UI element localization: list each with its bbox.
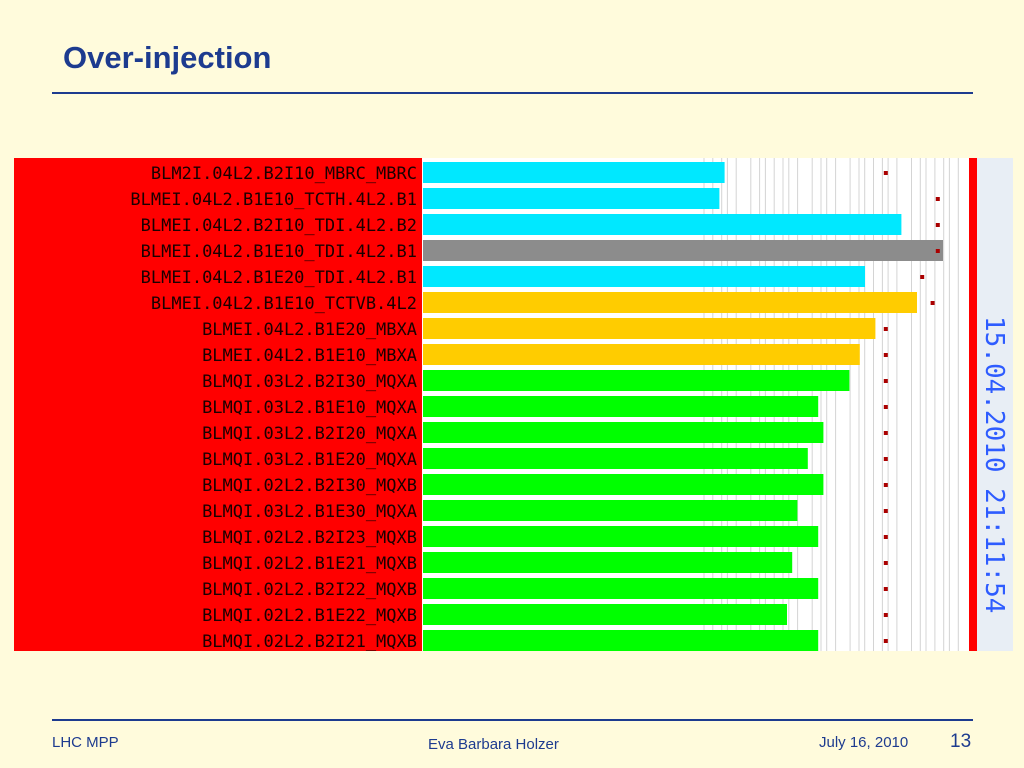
- bars: [423, 162, 943, 651]
- bar-label: BLMQI.03L2.B1E20_MQXA: [202, 450, 417, 470]
- threshold-marker: [883, 431, 888, 435]
- plot-border: [969, 158, 977, 651]
- bar-label: BLMEI.04L2.B1E20_TDI.4L2.B1: [141, 268, 417, 288]
- bar-label: BLMQI.03L2.B1E10_MQXA: [202, 398, 417, 418]
- threshold-marker: [920, 275, 925, 279]
- footer-author: Eva Barbara Holzer: [428, 736, 559, 753]
- threshold-marker: [935, 249, 940, 253]
- bar-label: BLMQI.03L2.B2I20_MQXA: [202, 424, 417, 444]
- threshold-marker: [883, 509, 888, 513]
- bar-label: BLMEI.04L2.B1E10_TCTH.4L2.B1: [130, 190, 417, 210]
- bar-label: BLMQI.02L2.B2I30_MQXB: [202, 476, 417, 496]
- bar: [423, 266, 865, 287]
- threshold-marker: [883, 353, 888, 357]
- bar-label: BLMQI.03L2.B1E30_MQXA: [202, 502, 417, 522]
- threshold-marker: [883, 587, 888, 591]
- bar-label: BLMEI.04L2.B1E20_MBXA: [202, 320, 417, 340]
- bar-label: BLMEI.04L2.B1E10_MBXA: [202, 346, 417, 366]
- footer-date: July 16, 2010: [819, 734, 909, 751]
- blm-chart-svg: BLM2I.04L2.B2I10_MBRC_MBRC BLMEI.04L2.B1E…: [14, 158, 1013, 651]
- threshold-markers: [883, 171, 940, 643]
- bar-label: BLMQI.02L2.B2I22_MQXB: [202, 580, 417, 600]
- threshold-marker: [883, 639, 888, 643]
- bar: [423, 214, 902, 235]
- threshold-marker: [935, 197, 940, 201]
- timestamp-label: 15.04.2010 21:11:54: [979, 316, 1009, 613]
- footer-divider: [52, 719, 973, 721]
- bar-labels: BLM2I.04L2.B2I10_MBRC_MBRC BLMEI.04L2.B1E…: [130, 164, 417, 651]
- threshold-marker: [930, 301, 935, 305]
- bar-label: BLMQI.02L2.B2I21_MQXB: [202, 632, 417, 651]
- threshold-marker: [883, 405, 888, 409]
- threshold-marker: [883, 535, 888, 539]
- threshold-marker: [935, 223, 940, 227]
- threshold-marker: [883, 171, 888, 175]
- bar: [423, 240, 943, 261]
- threshold-marker: [883, 483, 888, 487]
- bar: [423, 318, 876, 339]
- bar-label: BLMQI.02L2.B1E21_MQXB: [202, 554, 417, 574]
- bar: [423, 604, 787, 625]
- threshold-marker: [883, 613, 888, 617]
- bar: [423, 188, 720, 209]
- bar: [423, 474, 824, 495]
- threshold-marker: [883, 327, 888, 331]
- bar: [423, 552, 793, 573]
- bar: [423, 422, 824, 443]
- bar-label: BLMQI.02L2.B2I23_MQXB: [202, 528, 417, 548]
- bar-label: BLMQI.03L2.B2I30_MQXA: [202, 372, 417, 392]
- bar-label: BLMEI.04L2.B1E10_TDI.4L2.B1: [141, 242, 417, 262]
- bar: [423, 292, 917, 313]
- bar: [423, 344, 860, 365]
- bar: [423, 162, 725, 183]
- threshold-marker: [883, 457, 888, 461]
- slide-title: Over-injection: [63, 40, 272, 75]
- threshold-marker: [883, 561, 888, 565]
- threshold-marker: [883, 379, 888, 383]
- bar-label: BLMEI.04L2.B2I10_TDI.4L2.B2: [141, 216, 417, 236]
- bar: [423, 630, 819, 651]
- bar: [423, 448, 808, 469]
- label-panel: [14, 158, 422, 651]
- bar: [423, 578, 819, 599]
- title-divider: [52, 92, 973, 94]
- bar: [423, 500, 798, 521]
- bar: [423, 370, 850, 391]
- bar-label: BLMQI.02L2.B1E22_MQXB: [202, 606, 417, 626]
- bar: [423, 526, 819, 547]
- footer-left-text: LHC MPP: [52, 734, 119, 751]
- page-number: 13: [950, 731, 972, 752]
- bar-label: BLMEI.04L2.B1E10_TCTVB.4L2: [151, 294, 417, 314]
- bar: [423, 396, 819, 417]
- timestamp-panel: [977, 158, 1013, 651]
- blm-loss-chart: BLM2I.04L2.B2I10_MBRC_MBRC BLMEI.04L2.B1E…: [14, 158, 1013, 651]
- bar-label: BLM2I.04L2.B2I10_MBRC_MBRC: [151, 164, 417, 184]
